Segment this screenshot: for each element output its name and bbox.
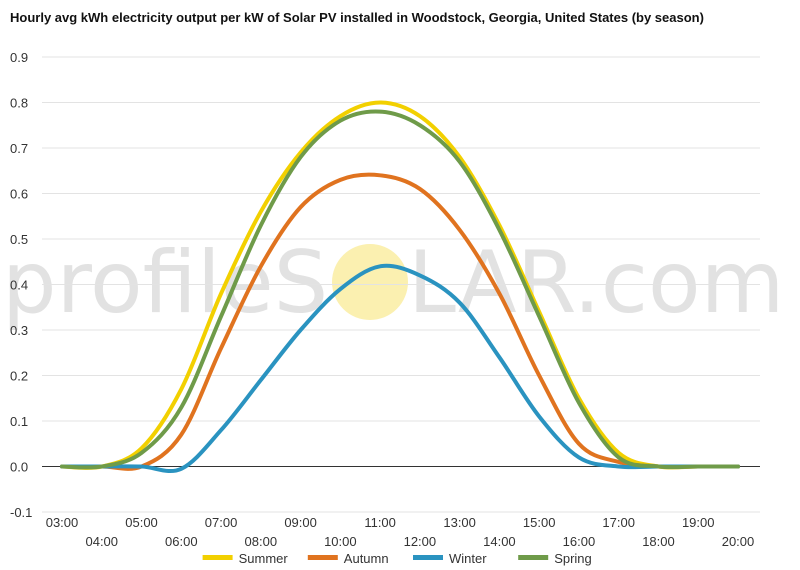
legend: Summer Autumn Winter Spring xyxy=(202,551,592,566)
watermark-sun-logo xyxy=(332,244,408,320)
series-line-winter xyxy=(60,263,740,474)
x-tick-label: 10:00 xyxy=(324,534,357,549)
legend-swatch xyxy=(413,555,443,560)
y-tick-label: 0.3 xyxy=(10,323,28,338)
watermark-text-left: profileS xyxy=(2,233,328,333)
legend-label: Winter xyxy=(449,551,487,566)
series-lines xyxy=(60,100,740,474)
legend-swatch xyxy=(307,555,338,560)
x-axis-ticks: 03:00 04:00 05:00 06:00 07:00 08:00 09:00 10:00… xyxy=(46,515,755,549)
series-line-autumn xyxy=(60,172,740,471)
x-tick-label: 03:00 xyxy=(46,515,79,530)
legend-label: Autumn xyxy=(344,551,389,566)
series-line-spring xyxy=(60,109,740,470)
x-tick-label: 17:00 xyxy=(602,515,635,530)
legend-label: Spring xyxy=(554,551,592,566)
y-tick-label: 0.5 xyxy=(10,232,28,247)
x-tick-label: 08:00 xyxy=(245,534,278,549)
x-tick-label: 19:00 xyxy=(682,515,715,530)
x-tick-label: 12:00 xyxy=(404,534,437,549)
x-tick-label: 20:00 xyxy=(722,534,755,549)
x-tick-label: 09:00 xyxy=(284,515,317,530)
x-tick-label: 11:00 xyxy=(364,515,396,530)
y-tick-label: 0.2 xyxy=(10,369,28,384)
y-tick-label: 0.0 xyxy=(10,460,28,475)
watermark: profileS LAR.com xyxy=(2,233,784,333)
x-tick-label: 04:00 xyxy=(85,534,118,549)
legend-item-spring[interactable]: Spring xyxy=(518,551,592,566)
y-axis-ticks: 0.9 0.8 0.7 0.6 0.5 0.4 0.3 0.2 0.1 0.0 -0.1 xyxy=(10,50,32,520)
y-tick-label: 0.9 xyxy=(10,50,28,65)
chart-title: Hourly avg kWh electricity output per kW… xyxy=(10,10,704,25)
legend-swatch xyxy=(202,555,233,560)
y-tick-label: -0.1 xyxy=(10,505,32,520)
watermark-text-right: LAR.com xyxy=(408,233,784,333)
y-tick-label: 0.7 xyxy=(10,141,28,156)
y-tick-label: 0.1 xyxy=(10,414,28,429)
legend-item-summer[interactable]: Summer xyxy=(202,551,289,566)
x-tick-label: 07:00 xyxy=(205,515,238,530)
x-tick-label: 18:00 xyxy=(642,534,675,549)
legend-label: Summer xyxy=(239,551,289,566)
x-tick-label: 13:00 xyxy=(443,515,476,530)
y-tick-label: 0.6 xyxy=(10,187,28,202)
x-tick-label: 15:00 xyxy=(523,515,556,530)
legend-item-autumn[interactable]: Autumn xyxy=(307,551,389,566)
x-tick-label: 06:00 xyxy=(165,534,198,549)
x-tick-label: 16:00 xyxy=(563,534,596,549)
x-tick-label: 05:00 xyxy=(125,515,158,530)
y-tick-label: 0.8 xyxy=(10,96,28,111)
series-line-summer xyxy=(60,100,740,470)
legend-item-winter[interactable]: Winter xyxy=(413,551,487,566)
y-tick-label: 0.4 xyxy=(10,278,28,293)
x-tick-label: 14:00 xyxy=(483,534,516,549)
legend-swatch xyxy=(518,555,549,560)
